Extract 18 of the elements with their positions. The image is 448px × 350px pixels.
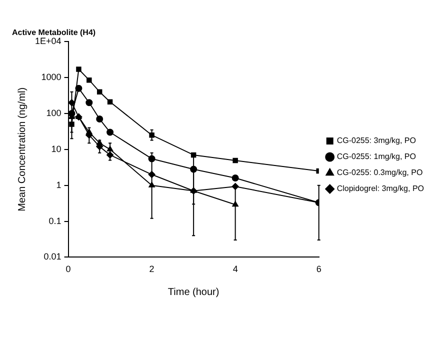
legend-label: CG-0255: 3mg/kg, PO — [336, 136, 416, 146]
y-tick-label: 1 — [56, 180, 62, 190]
chart-title: Active Metabolite (H4) — [12, 28, 96, 38]
legend-label: Clopidogrel: 3mg/kg, PO — [336, 184, 424, 194]
legend-label: CG-0255: 1mg/kg, PO — [336, 152, 416, 162]
y-tick-label: 0.01 — [44, 252, 62, 262]
x-tick-label: 4 — [232, 264, 238, 274]
legend-label: CG-0255: 0.3mg/kg, PO — [336, 168, 423, 178]
y-tick-label: 1E+04 — [34, 36, 62, 46]
x-tick-label: 6 — [316, 264, 322, 274]
y-tick-label: 1000 — [41, 72, 62, 82]
x-tick-label: 0 — [66, 264, 71, 274]
x-tick-label: 2 — [149, 264, 154, 274]
y-axis-title: Mean Concentration (ng/ml) — [16, 87, 28, 212]
y-tick-label: 10 — [51, 144, 62, 154]
y-tick-label: 0.1 — [48, 216, 62, 226]
x-axis-title: Time (hour) — [168, 286, 220, 298]
y-tick-label: 100 — [46, 108, 62, 118]
